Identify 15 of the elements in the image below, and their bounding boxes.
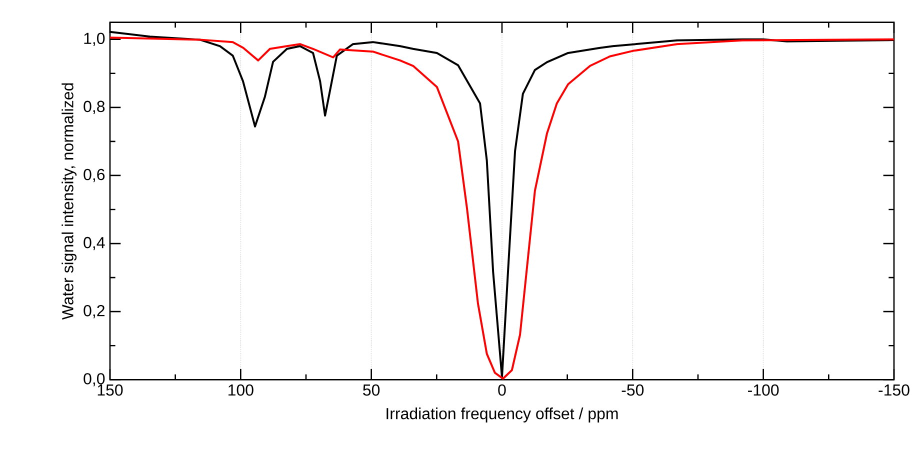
x-tick-label: -100 <box>748 384 779 396</box>
y-tick-label: 0,4 <box>84 236 105 250</box>
y-tick-label: 0,6 <box>84 168 105 182</box>
x-tick-label: 100 <box>228 384 254 396</box>
y-tick-label: 0,8 <box>84 100 105 114</box>
x-tick-label: 0 <box>498 384 506 396</box>
x-axis-title: Irradiation frequency offset / ppm <box>386 408 618 422</box>
x-tick-label: 150 <box>98 384 123 396</box>
y-tick-label: 0,0 <box>84 373 105 386</box>
y-tick-label: 0,2 <box>84 305 104 318</box>
y-tick-label: 1,0 <box>84 32 105 46</box>
x-tick-label: -150 <box>878 384 910 396</box>
x-tick-label: 50 <box>363 384 380 396</box>
y-axis-title: Water signal intensity, normalized <box>62 83 77 320</box>
x-tick-label: -50 <box>622 384 644 396</box>
